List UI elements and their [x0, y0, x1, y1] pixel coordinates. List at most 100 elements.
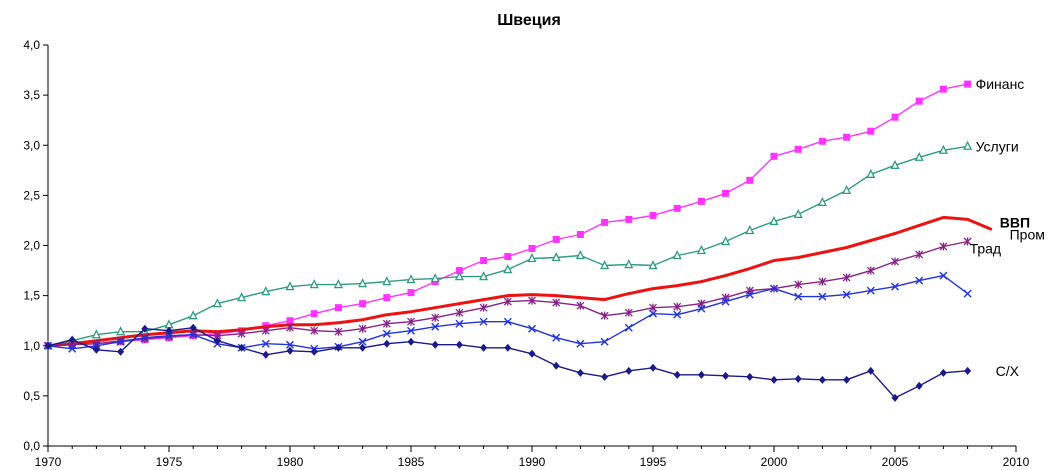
- series-1-point: [697, 197, 705, 205]
- series-1-label: Финанс: [976, 76, 1025, 92]
- series-4-point: [866, 266, 875, 275]
- series-1-point: [286, 317, 294, 325]
- series-5-point: [140, 333, 149, 342]
- series-4-point: [140, 334, 149, 343]
- series-6-point: [891, 393, 899, 402]
- series-5-point: [745, 290, 754, 299]
- series-2-point: [212, 298, 222, 308]
- series-4-point: [479, 303, 488, 312]
- series-2-point: [793, 208, 803, 219]
- series-4-point: [455, 308, 464, 317]
- series-1-point: [964, 80, 972, 88]
- series-6-point: [359, 343, 367, 352]
- series-2-point: [963, 140, 973, 150]
- series-5-point: [915, 276, 924, 285]
- series-2-line: [47, 145, 968, 347]
- series-2-point: [696, 245, 706, 255]
- series-4-point: [963, 237, 972, 246]
- series-2-point: [333, 279, 343, 289]
- plot-area: [43, 80, 993, 402]
- series-5-point: [382, 329, 391, 338]
- chart-title: Швеция: [497, 12, 561, 29]
- series-2-label: Услуги: [976, 138, 1019, 154]
- series-1-point: [601, 218, 609, 226]
- series-6-point: [746, 372, 754, 381]
- series-4-point: [673, 302, 682, 311]
- series-5-point: [600, 337, 609, 346]
- series-6-point: [867, 366, 875, 375]
- series-2-point: [745, 225, 755, 235]
- series-6-point: [334, 343, 342, 352]
- series-4-point: [382, 319, 391, 328]
- series-6-point: [843, 375, 851, 384]
- series-2-point: [624, 259, 634, 269]
- series-2-point: [914, 151, 924, 161]
- series-1-point: [407, 289, 415, 297]
- y-tick-label: 1,0: [23, 339, 40, 353]
- series-6-point: [238, 343, 246, 352]
- x-tick-label: 2000: [761, 455, 788, 469]
- series-5-point: [721, 297, 730, 306]
- series-6-point: [504, 343, 512, 352]
- series-1-point: [818, 137, 826, 145]
- x-axis: 1970 1975 1980 1985 1990 1995 2000 2005 2010: [35, 445, 1030, 469]
- series-4-point: [794, 280, 803, 289]
- series-5-point: [407, 326, 415, 335]
- series-4-point: [431, 313, 440, 322]
- series-6-label: С/Х: [996, 363, 1020, 379]
- series-2-point: [91, 329, 101, 339]
- series-5-point: [818, 292, 827, 301]
- series-1-point: [867, 127, 875, 135]
- series-2-point: [817, 196, 827, 207]
- series-5-point: [866, 286, 875, 295]
- x-tick-label: 1975: [156, 455, 183, 469]
- series-5-point: [455, 319, 464, 328]
- series-6-point: [964, 366, 972, 375]
- series-2-point: [430, 273, 440, 283]
- series-4-point: [528, 296, 536, 305]
- series-6-point: [68, 335, 76, 344]
- series-4-point: [818, 277, 827, 286]
- series-4: [44, 237, 972, 350]
- series-5-point: [939, 271, 948, 280]
- series-6-point: [673, 370, 681, 379]
- series-4-point: [624, 308, 633, 317]
- series-2-point: [721, 236, 731, 246]
- series-6-point: [601, 372, 609, 381]
- series-1-point: [673, 204, 681, 212]
- series-4-point: [649, 303, 657, 312]
- series-2-point: [358, 278, 368, 288]
- series-5-point: [891, 282, 899, 291]
- series-1-line: [47, 83, 968, 347]
- series-4-point: [576, 301, 585, 310]
- series-6-point: [189, 323, 197, 332]
- series-2-point: [527, 253, 537, 263]
- series-4-point: [891, 257, 899, 266]
- series-5-point: [673, 310, 682, 319]
- series-2-point: [479, 271, 489, 281]
- series-6-point: [552, 361, 560, 370]
- series-6-line: [47, 327, 968, 399]
- series-6-point: [818, 375, 826, 384]
- y-tick-label: 2,5: [23, 188, 40, 202]
- x-tick-label: 1985: [398, 455, 425, 469]
- series-4-point: [237, 329, 246, 338]
- series-5-point: [528, 324, 536, 333]
- series-2-point: [116, 326, 126, 336]
- series-4-point: [116, 336, 125, 345]
- series-2-point: [866, 168, 876, 178]
- x-tick-label: 1990: [519, 455, 546, 469]
- series-6-point: [310, 347, 318, 356]
- series-6-point: [165, 326, 173, 335]
- series-2-point: [454, 271, 464, 281]
- series-4-label: Трад: [970, 240, 1002, 256]
- series-5-point: [165, 331, 173, 340]
- series-6-point: [431, 340, 439, 349]
- series-5-point: [286, 340, 294, 349]
- series-1-point: [359, 300, 367, 308]
- series-5-point: [358, 337, 367, 346]
- series-2-point: [600, 260, 610, 270]
- series-2-point: [503, 264, 513, 274]
- series-2-point: [672, 250, 682, 260]
